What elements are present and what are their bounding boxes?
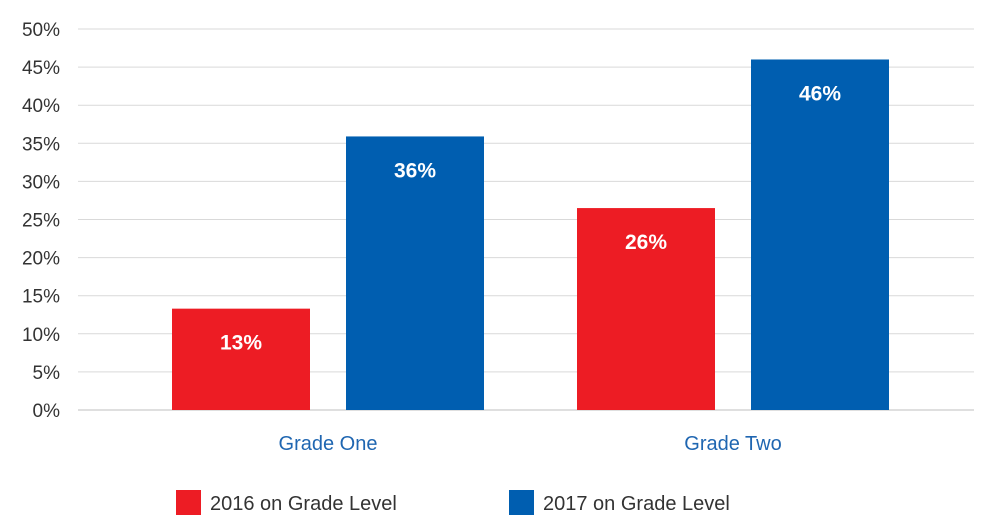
- x-category-label: Grade Two: [684, 433, 781, 455]
- bar-value-label: 13%: [220, 332, 262, 355]
- legend-item: 2016 on Grade Level: [176, 490, 397, 515]
- legend-swatch: [509, 490, 534, 515]
- bars: [172, 59, 889, 410]
- legend-label: 2016 on Grade Level: [210, 493, 397, 515]
- bar-value-label: 46%: [799, 82, 841, 105]
- y-tick-label: 40%: [22, 96, 60, 117]
- y-tick-label: 0%: [33, 401, 61, 422]
- y-tick-label: 5%: [33, 363, 61, 384]
- y-tick-label: 20%: [22, 249, 60, 270]
- x-category-label: Grade One: [279, 433, 378, 455]
- bar-value-label: 26%: [625, 231, 667, 254]
- legend-label: 2017 on Grade Level: [543, 493, 730, 515]
- legend-swatch: [176, 490, 201, 515]
- y-tick-label: 50%: [22, 20, 60, 41]
- y-tick-label: 25%: [22, 211, 60, 232]
- bar-2017-grade-one: [346, 136, 484, 410]
- bar-2016-grade-two: [577, 208, 715, 410]
- y-tick-label: 45%: [22, 58, 60, 79]
- legend: 2016 on Grade Level 2017 on Grade Level: [176, 490, 730, 515]
- y-axis-ticks: 0% 5% 10% 15% 20% 25% 30% 35% 40% 45% 50%: [22, 20, 60, 422]
- legend-item: 2017 on Grade Level: [509, 490, 730, 515]
- x-axis-categories: Grade One Grade Two: [279, 433, 782, 455]
- bar-2016-grade-one: [172, 308, 310, 410]
- data-labels: 13% 36% 26% 46%: [220, 82, 841, 354]
- y-tick-label: 15%: [22, 287, 60, 308]
- y-tick-label: 10%: [22, 325, 60, 346]
- bar-value-label: 36%: [394, 159, 436, 182]
- y-tick-label: 30%: [22, 172, 60, 193]
- bar-2017-grade-two: [751, 59, 889, 410]
- y-tick-label: 35%: [22, 134, 60, 155]
